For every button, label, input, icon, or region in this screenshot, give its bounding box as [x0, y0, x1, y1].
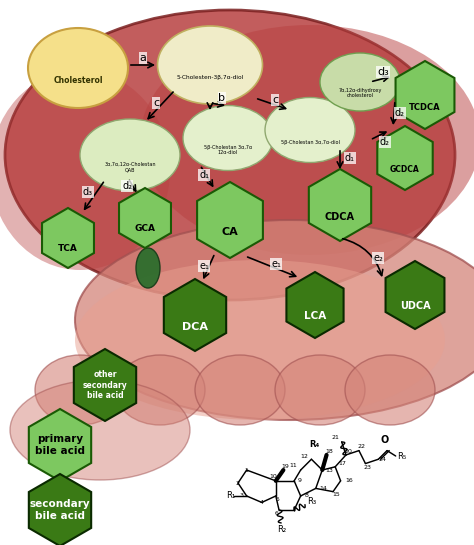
- Text: DCA: DCA: [182, 322, 208, 332]
- Text: 12: 12: [301, 453, 308, 458]
- Text: b: b: [219, 93, 226, 103]
- Text: UDCA: UDCA: [400, 301, 430, 311]
- Text: 3α,7α,12α-Cholestan
QAB: 3α,7α,12α-Cholestan QAB: [104, 162, 156, 172]
- Text: 21: 21: [332, 435, 339, 440]
- Text: R₄: R₄: [310, 440, 320, 449]
- Text: d₁: d₁: [199, 170, 209, 180]
- Polygon shape: [42, 208, 94, 268]
- Ellipse shape: [28, 28, 128, 108]
- Text: R₁: R₁: [226, 492, 235, 500]
- Text: GCA: GCA: [135, 223, 155, 233]
- Text: 13: 13: [326, 468, 333, 473]
- Text: 15: 15: [332, 492, 340, 498]
- Text: 5β-Cholestan 3α,7α
12α-diol: 5β-Cholestan 3α,7α 12α-diol: [204, 144, 252, 155]
- Ellipse shape: [140, 25, 474, 255]
- Polygon shape: [309, 169, 371, 241]
- Text: d₃: d₃: [83, 187, 93, 197]
- Text: 8: 8: [305, 493, 309, 499]
- Text: GCDCA: GCDCA: [390, 165, 420, 173]
- Text: 3: 3: [239, 493, 244, 499]
- Text: 24: 24: [379, 457, 387, 462]
- Polygon shape: [377, 126, 433, 190]
- Text: d₃: d₃: [377, 67, 389, 77]
- Ellipse shape: [275, 355, 365, 425]
- Text: 23: 23: [364, 465, 372, 470]
- Ellipse shape: [320, 53, 400, 111]
- Text: 5: 5: [276, 496, 280, 502]
- Text: R₂: R₂: [277, 525, 286, 534]
- Text: 4: 4: [260, 500, 264, 505]
- Ellipse shape: [80, 119, 180, 191]
- Polygon shape: [286, 272, 344, 338]
- Text: 19: 19: [282, 464, 290, 469]
- Text: O: O: [381, 435, 389, 445]
- Ellipse shape: [35, 355, 125, 425]
- Text: Cholesterol: Cholesterol: [53, 76, 103, 84]
- Ellipse shape: [265, 98, 355, 162]
- Ellipse shape: [345, 355, 435, 425]
- Ellipse shape: [157, 26, 263, 104]
- Text: d₂: d₂: [122, 181, 132, 191]
- Ellipse shape: [195, 355, 285, 425]
- Text: 14: 14: [319, 486, 327, 491]
- Text: CDCA: CDCA: [325, 212, 355, 222]
- Text: 7: 7: [292, 507, 296, 512]
- Text: 5-Cholesten-3β,7α-diol: 5-Cholesten-3β,7α-diol: [176, 75, 244, 80]
- Text: 16: 16: [345, 479, 353, 483]
- Text: TCDCA: TCDCA: [409, 102, 441, 112]
- Text: 10: 10: [270, 474, 277, 479]
- Text: 6: 6: [275, 511, 279, 516]
- Text: 7α,12α-dihydroxy
cholesterol: 7α,12α-dihydroxy cholesterol: [338, 88, 382, 99]
- Text: secondary
bile acid: secondary bile acid: [30, 499, 91, 521]
- Polygon shape: [385, 261, 445, 329]
- Text: other
secondary
bile acid: other secondary bile acid: [82, 370, 128, 400]
- Polygon shape: [396, 61, 455, 129]
- Text: R₃: R₃: [307, 497, 316, 506]
- Text: TCA: TCA: [58, 244, 78, 252]
- Text: LCA: LCA: [304, 311, 326, 321]
- Text: a: a: [139, 53, 146, 63]
- Text: e₂: e₂: [373, 253, 383, 263]
- Text: c: c: [153, 98, 159, 108]
- Text: 9: 9: [297, 479, 301, 483]
- Text: c: c: [272, 95, 278, 105]
- Polygon shape: [29, 474, 91, 545]
- Ellipse shape: [115, 355, 205, 425]
- Ellipse shape: [75, 220, 474, 420]
- Polygon shape: [74, 349, 136, 421]
- Ellipse shape: [136, 248, 160, 288]
- Polygon shape: [197, 182, 263, 258]
- Text: 18: 18: [325, 449, 333, 454]
- Text: primary
bile acid: primary bile acid: [35, 434, 85, 456]
- Text: e₁: e₁: [271, 259, 281, 269]
- Text: d₁: d₁: [345, 153, 355, 163]
- Polygon shape: [164, 279, 226, 351]
- Polygon shape: [119, 188, 171, 248]
- Polygon shape: [29, 409, 91, 481]
- Text: 22: 22: [357, 444, 365, 449]
- Ellipse shape: [75, 260, 445, 420]
- Ellipse shape: [183, 106, 273, 171]
- Ellipse shape: [10, 380, 190, 480]
- Text: CA: CA: [222, 227, 238, 237]
- Text: e₁: e₁: [199, 261, 209, 271]
- Text: 5β-Cholestan 3α,7α-diol: 5β-Cholestan 3α,7α-diol: [281, 140, 339, 144]
- Text: 17: 17: [338, 461, 346, 466]
- Text: d₂: d₂: [395, 108, 405, 118]
- Text: 20: 20: [344, 449, 352, 454]
- Text: R₅: R₅: [398, 451, 407, 461]
- Text: 11: 11: [290, 463, 297, 468]
- Text: 2: 2: [236, 481, 240, 486]
- Ellipse shape: [0, 70, 170, 270]
- Text: 1: 1: [245, 468, 248, 473]
- Text: d₂: d₂: [380, 137, 390, 147]
- Ellipse shape: [5, 10, 455, 300]
